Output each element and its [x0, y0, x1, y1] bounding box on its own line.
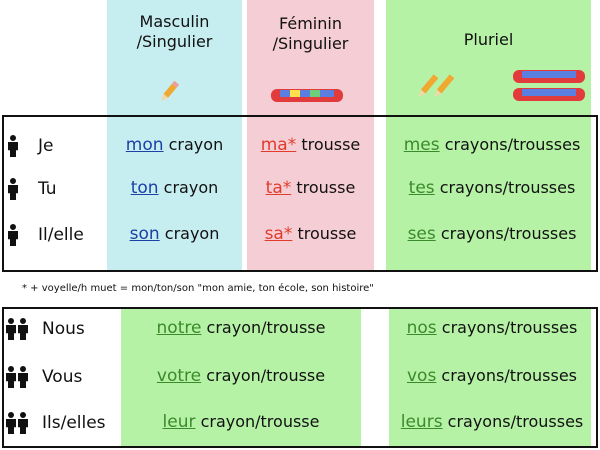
person-label: Ils/elles [42, 413, 106, 433]
plural-owner-plural-column [389, 308, 591, 446]
plural-cell: ses crayons/trousses [386, 224, 598, 244]
singular-persons-box [2, 115, 598, 272]
determiner: vos [406, 366, 437, 386]
noun: crayon [168, 135, 224, 154]
person-row: Vous [6, 366, 82, 388]
determiner: son [129, 224, 160, 244]
plural-cell: mes crayons/trousses [386, 135, 598, 155]
person-label: Nous [42, 319, 85, 339]
person-row: Nous [6, 318, 85, 340]
determiner: leurs [400, 412, 443, 432]
person-row: Ils/elles [6, 412, 106, 434]
determiner: votre [156, 366, 202, 386]
determiner: mes [403, 135, 440, 155]
pencil-case-icon [271, 89, 343, 102]
determiner: ma* [260, 135, 297, 155]
person-icon [6, 318, 16, 340]
plural-owner-singular-column [121, 308, 361, 446]
person-icon [6, 366, 16, 388]
plural-object-cell: nos crayons/trousses [386, 318, 598, 338]
pencil-icon [161, 80, 180, 102]
determiner: tes [408, 178, 435, 198]
noun: crayon/trousse [200, 412, 320, 431]
noun: crayons/trousses [439, 178, 576, 197]
plural-object-cell: vos crayons/trousses [386, 366, 598, 386]
determiner: nos [406, 318, 437, 338]
header-masculine: Masculin /Singulier [136, 12, 213, 51]
person-icon [8, 135, 18, 157]
noun: crayon/trousse [206, 318, 326, 337]
feminine-cell: ta* trousse [247, 178, 374, 198]
masculine-cell: son crayon [107, 224, 242, 244]
person-label: Il/elle [38, 225, 84, 245]
plural-persons-box [2, 307, 598, 448]
determiner: notre [156, 318, 202, 338]
person-label: Vous [42, 367, 83, 387]
feminine-cell: ma* trousse [247, 135, 374, 155]
masculine-column [107, 0, 242, 270]
determiner: sa* [264, 224, 293, 244]
determiner: mon [125, 135, 164, 155]
header-feminine: Féminin /Singulier [272, 14, 349, 53]
plural-object-cell: leurs crayons/trousses [386, 412, 598, 432]
person-icon [18, 412, 28, 434]
plural-cell: tes crayons/trousses [386, 178, 598, 198]
header-plural: Pluriel [463, 30, 514, 49]
plural-column [386, 0, 591, 270]
determiner: leur [162, 412, 196, 432]
pencil-icon [418, 74, 455, 97]
noun: trousse [301, 135, 361, 154]
noun: crayon/trousse [206, 366, 326, 385]
noun: trousse [297, 224, 357, 243]
determiner: ton [130, 178, 159, 198]
person-icon [8, 224, 18, 246]
person-row: Tu [8, 178, 57, 200]
noun: crayons/trousses [441, 366, 577, 385]
person-label: Je [38, 136, 54, 156]
pencil-case-icon [513, 70, 585, 101]
noun: crayons/trousses [444, 135, 581, 154]
person-icon [18, 366, 28, 388]
noun: crayon [163, 178, 219, 197]
elision-note: * + voyelle/h muet = mon/ton/son "mon am… [22, 283, 374, 294]
noun: trousse [296, 178, 356, 197]
singular-object-cell: notre crayon/trousse [121, 318, 361, 338]
determiner: ta* [265, 178, 292, 198]
person-row: Je [8, 135, 53, 157]
singular-object-cell: votre crayon/trousse [121, 366, 361, 386]
noun: crayons/trousses [447, 412, 584, 431]
noun: crayon [164, 224, 220, 243]
noun: crayons/trousses [440, 224, 577, 243]
person-label: Tu [38, 179, 57, 199]
feminine-column [247, 0, 374, 270]
person-icon [8, 178, 18, 200]
feminine-cell: sa* trousse [247, 224, 374, 244]
person-row: Il/elle [8, 224, 84, 246]
person-icon [18, 318, 28, 340]
noun: crayons/trousses [441, 318, 578, 337]
masculine-cell: mon crayon [107, 135, 242, 155]
person-icon [6, 412, 16, 434]
determiner: ses [407, 224, 436, 244]
masculine-cell: ton crayon [107, 178, 242, 198]
singular-object-cell: leur crayon/trousse [121, 412, 361, 432]
